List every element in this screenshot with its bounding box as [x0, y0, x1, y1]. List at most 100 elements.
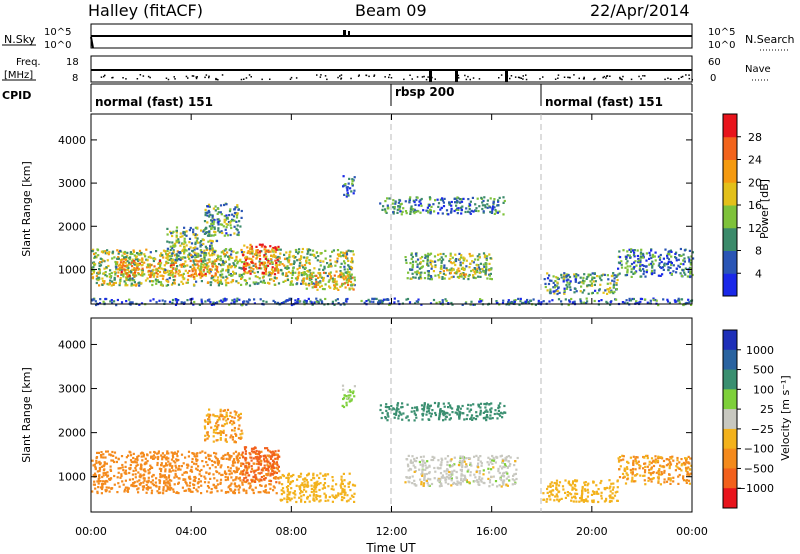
range-cell	[333, 496, 337, 500]
range-cell	[229, 221, 232, 224]
range-cell	[230, 250, 233, 253]
range-cell	[178, 269, 181, 272]
range-cell	[476, 264, 479, 267]
range-cell	[167, 280, 170, 283]
range-cell	[238, 274, 241, 277]
range-cell	[612, 283, 615, 286]
range-cell	[118, 284, 121, 287]
range-cell	[191, 490, 194, 493]
range-cell	[410, 253, 413, 256]
range-cell	[323, 486, 327, 489]
range-cell	[662, 298, 665, 301]
range-cell	[562, 488, 565, 491]
range-cell	[289, 482, 292, 486]
range-cell	[453, 271, 456, 275]
range-cell	[210, 274, 214, 277]
range-cell	[196, 468, 199, 471]
range-cell	[439, 198, 442, 201]
range-cell	[302, 266, 305, 269]
range-cell	[203, 232, 206, 235]
range-cell	[397, 300, 400, 303]
range-cell	[547, 282, 551, 286]
range-cell	[396, 208, 399, 211]
range-cell	[458, 415, 461, 418]
range-cell	[313, 285, 317, 289]
range-cell	[352, 288, 355, 291]
range-cell	[150, 492, 153, 495]
range-cell	[381, 301, 384, 304]
range-cell	[158, 467, 161, 470]
range-cell	[473, 303, 476, 306]
range-cell	[503, 463, 507, 466]
range-cell	[441, 410, 444, 413]
range-cell	[233, 482, 237, 485]
range-cell	[251, 488, 254, 491]
range-cell	[422, 459, 425, 462]
range-cell	[171, 454, 174, 457]
range-cell	[439, 208, 442, 211]
range-cell	[428, 407, 431, 410]
range-cell	[499, 414, 502, 417]
range-cell	[219, 430, 222, 433]
range-cell	[503, 471, 506, 474]
range-cell	[262, 300, 265, 303]
range-cell	[326, 274, 329, 278]
range-cell	[127, 487, 130, 490]
range-cell	[139, 473, 142, 476]
range-cell	[313, 482, 316, 485]
range-cell	[248, 266, 251, 269]
range-cell	[491, 462, 494, 465]
range-cell	[599, 277, 602, 280]
range-cell	[146, 277, 149, 280]
range-cell	[220, 489, 223, 492]
range-cell	[234, 413, 237, 416]
range-cell	[211, 215, 214, 218]
range-cell	[340, 275, 343, 278]
range-tick-label: 2000	[58, 220, 86, 233]
range-cell	[172, 230, 175, 233]
range-cell	[641, 264, 644, 267]
range-cell	[166, 249, 169, 252]
velocity-scatter	[91, 384, 693, 504]
range-cell	[337, 492, 340, 495]
range-cell	[492, 459, 495, 462]
nsearch-label: N.Search	[745, 33, 795, 46]
range-cell	[343, 488, 346, 491]
range-cell	[386, 197, 389, 200]
range-cell	[373, 297, 376, 300]
range-cell	[237, 233, 240, 237]
range-cell	[196, 458, 199, 462]
range-cell	[345, 253, 349, 256]
range-cell	[416, 407, 419, 411]
range-cell	[328, 285, 331, 288]
range-cell	[257, 468, 260, 471]
range-cell	[277, 269, 280, 272]
range-cell	[639, 251, 643, 254]
range-cell	[485, 419, 488, 422]
range-cell	[383, 208, 387, 211]
range-cell	[162, 492, 165, 495]
range-cell	[252, 469, 255, 472]
range-cell	[678, 254, 681, 257]
range-cell	[98, 468, 102, 471]
range-cell	[174, 268, 178, 271]
range-cell	[92, 266, 95, 269]
range-cell	[258, 267, 261, 270]
range-cell	[318, 268, 321, 271]
range-cell	[277, 248, 281, 251]
range-cell	[661, 266, 664, 269]
range-cell	[245, 469, 249, 472]
range-cell	[446, 455, 450, 458]
range-cell	[573, 487, 576, 490]
range-cell	[653, 271, 656, 274]
range-cell	[266, 473, 269, 476]
range-cell	[231, 416, 234, 419]
range-cell	[230, 226, 233, 230]
range-cell	[262, 275, 265, 278]
range-cell	[290, 475, 293, 478]
range-cell	[479, 412, 482, 416]
range-cell	[556, 498, 559, 501]
range-cell	[566, 281, 569, 284]
range-cell	[173, 254, 176, 257]
range-cell	[221, 263, 224, 266]
